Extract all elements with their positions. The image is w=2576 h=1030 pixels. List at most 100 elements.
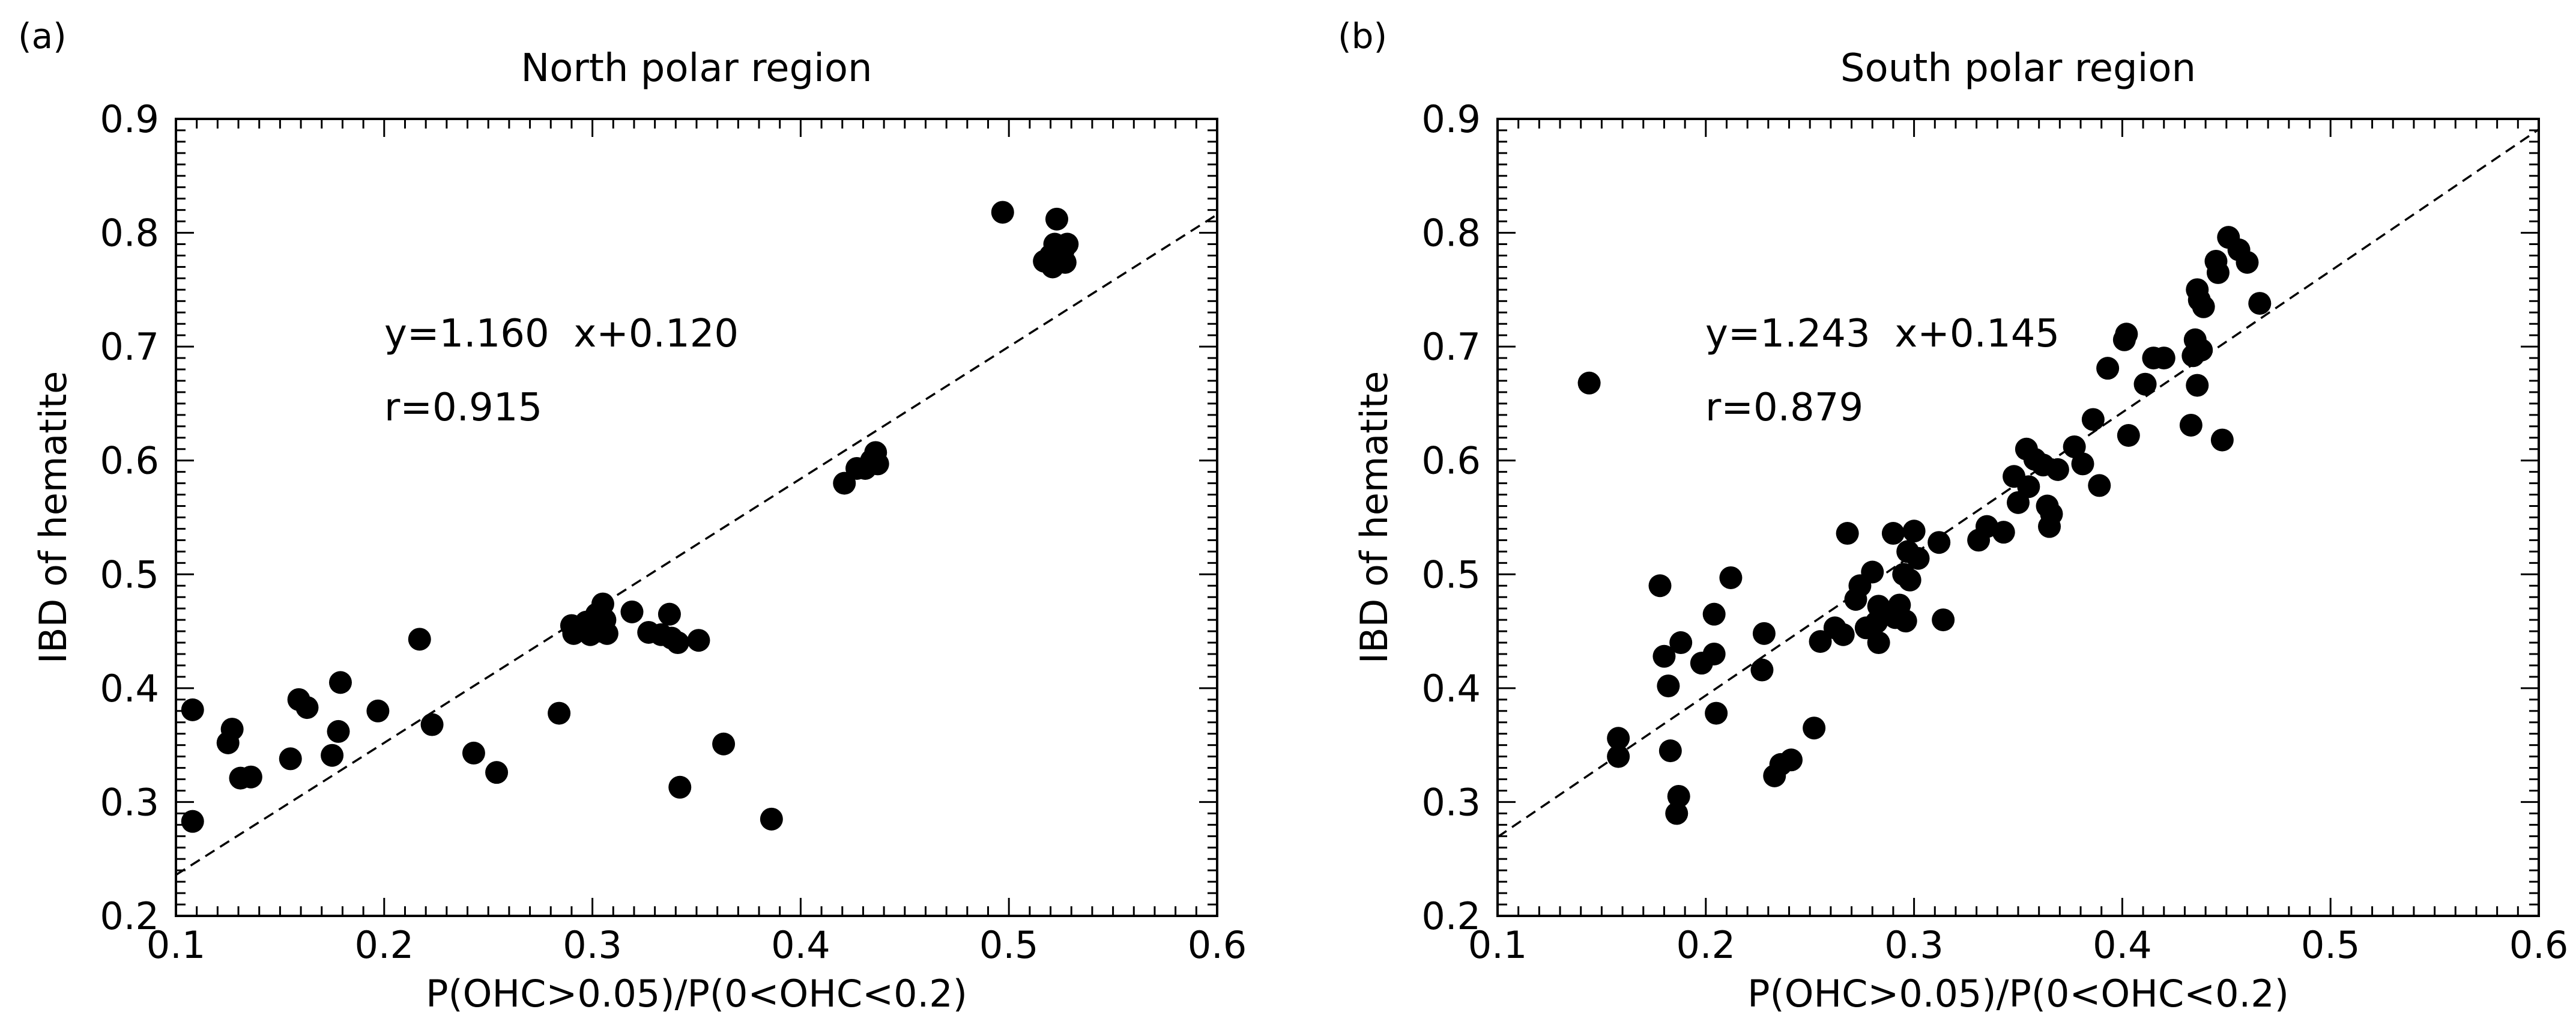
data-point	[1836, 522, 1859, 545]
panel-label: (a)	[18, 16, 67, 56]
data-point	[2210, 428, 2234, 452]
data-point	[321, 744, 344, 767]
y-tick-label: 0.7	[100, 325, 159, 369]
data-point	[595, 622, 618, 645]
data-point	[239, 765, 262, 789]
x-tick-label: 0.3	[563, 923, 622, 967]
data-point	[1669, 631, 1693, 655]
data-point	[1992, 521, 2015, 544]
x-axis-label: P(OHC>0.05)/P(0<OHC<0.2)	[426, 972, 967, 1016]
data-point	[1045, 207, 1068, 231]
y-axis-label: IBD of hematite	[31, 371, 75, 664]
data-point	[1809, 630, 1832, 653]
data-point	[1867, 631, 1890, 655]
x-tick-label: 0.5	[979, 923, 1039, 967]
data-points	[181, 201, 1079, 833]
y-tick-label: 0.3	[1421, 780, 1481, 824]
data-point	[366, 699, 390, 723]
data-point	[279, 747, 302, 771]
data-point	[1861, 560, 1884, 584]
y-tick-label: 0.8	[100, 211, 159, 255]
y-tick-label: 0.2	[1421, 894, 1481, 938]
data-point	[2088, 474, 2111, 497]
data-point	[408, 628, 431, 651]
data-point	[1657, 674, 1680, 698]
data-point	[485, 761, 509, 784]
data-point	[2248, 292, 2272, 315]
data-point	[462, 741, 485, 765]
data-point	[668, 775, 692, 799]
data-point	[991, 201, 1014, 224]
data-points	[1577, 226, 2272, 825]
data-point	[1894, 610, 1917, 633]
fit-equation: y=1.243 x+0.145	[1705, 312, 2060, 356]
data-point	[2133, 372, 2157, 396]
x-tick-label: 0.1	[1468, 923, 1528, 967]
data-point	[1881, 522, 1905, 545]
data-point	[2206, 261, 2230, 284]
data-point	[1056, 232, 1079, 256]
data-point	[1648, 574, 1672, 598]
data-point	[220, 718, 244, 741]
data-point	[1898, 568, 1921, 592]
y-tick-label: 0.4	[100, 667, 159, 710]
correlation-coefficient: r=0.915	[384, 386, 542, 430]
y-tick-label: 0.4	[1421, 667, 1481, 710]
data-point	[1750, 658, 1774, 682]
data-point	[2071, 452, 2094, 476]
data-point	[687, 629, 710, 652]
x-tick-label: 0.6	[2509, 923, 2569, 967]
data-point	[2115, 323, 2138, 346]
data-point	[1652, 644, 1676, 668]
data-point	[181, 698, 204, 721]
y-tick-label: 0.9	[100, 97, 159, 141]
data-point	[2179, 413, 2203, 437]
data-point	[1779, 748, 1803, 772]
data-point	[181, 810, 204, 833]
data-point	[1906, 547, 1930, 570]
chart-title: South polar region	[1840, 46, 2196, 91]
x-tick-label: 0.2	[354, 923, 414, 967]
data-point	[548, 701, 571, 725]
data-point	[1927, 531, 1951, 554]
data-point	[1702, 642, 1726, 665]
data-point	[2017, 475, 2040, 498]
plot-frame	[175, 118, 1218, 917]
x-tick-label: 0.6	[1188, 923, 1247, 967]
data-point	[2040, 502, 2063, 526]
data-point	[1752, 622, 1776, 645]
y-tick-label: 0.2	[100, 894, 159, 938]
data-point	[2236, 250, 2259, 274]
data-point	[1932, 608, 1955, 632]
data-point	[2190, 338, 2213, 362]
y-tick-label: 0.3	[100, 780, 159, 824]
data-point	[1658, 739, 1682, 763]
y-tick-label: 0.9	[1421, 97, 1481, 141]
y-tick-label: 0.5	[100, 553, 159, 596]
axis-ticks	[1496, 118, 2540, 917]
y-axis-label: IBD of hematite	[1352, 371, 1396, 664]
data-point	[1719, 566, 1743, 589]
data-point	[2046, 458, 2069, 481]
data-point	[1702, 602, 1726, 626]
regression-line	[176, 213, 1217, 876]
data-point	[1053, 250, 1077, 274]
data-point	[420, 713, 444, 736]
x-tick-label: 0.3	[1884, 923, 1944, 967]
data-point	[1607, 745, 1630, 768]
y-tick-label: 0.6	[100, 439, 159, 483]
x-tick-label: 0.4	[771, 923, 830, 967]
data-point	[658, 602, 681, 626]
data-point	[620, 600, 644, 623]
data-point	[2152, 347, 2175, 370]
x-tick-label: 0.2	[1676, 923, 1735, 967]
data-point	[2081, 408, 2105, 431]
data-point	[328, 671, 352, 694]
data-point	[1902, 520, 1926, 543]
fit-equation: y=1.160 x+0.120	[384, 312, 739, 356]
data-point	[1665, 802, 1689, 825]
data-point	[866, 452, 889, 476]
